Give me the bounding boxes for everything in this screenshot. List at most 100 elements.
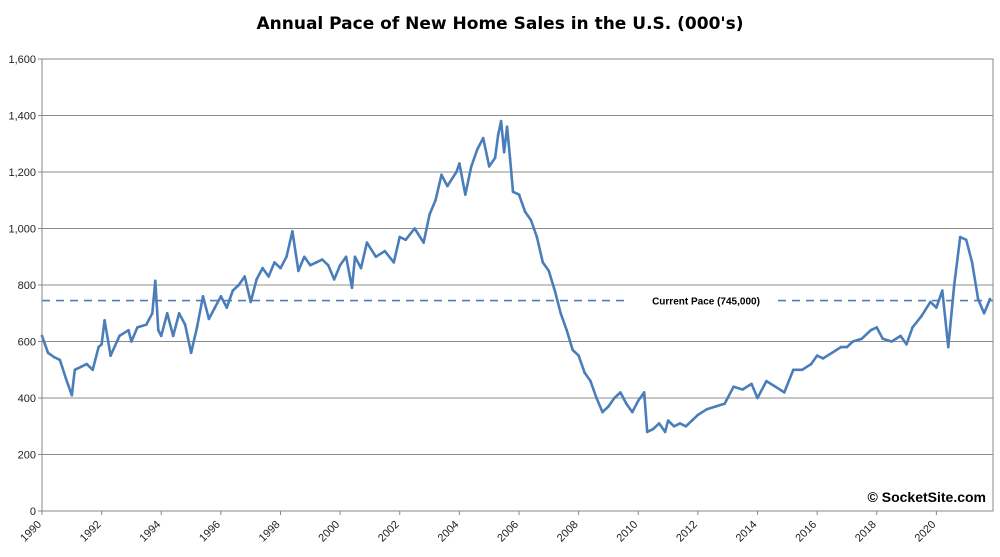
x-tick-label: 2018: [853, 519, 879, 545]
data-point: [723, 402, 726, 405]
data-point: [73, 368, 77, 372]
data-point: [905, 343, 908, 346]
data-point: [118, 334, 121, 338]
data-point: [455, 170, 458, 174]
data-point: [165, 312, 169, 315]
data-point: [535, 235, 539, 239]
data-point: [434, 199, 437, 202]
data-point: [958, 235, 962, 239]
data-point: [705, 408, 709, 411]
data-point: [446, 184, 449, 188]
data-point: [249, 300, 252, 304]
data-point: [651, 427, 655, 431]
data-point: [601, 410, 604, 414]
series-line: [40, 119, 992, 434]
data-point: [941, 289, 944, 292]
x-tick-label: 2010: [615, 519, 641, 545]
data-point: [52, 355, 56, 359]
data-point: [511, 190, 515, 194]
data-point: [127, 328, 130, 332]
data-point: [273, 261, 276, 264]
data-point: [207, 317, 211, 321]
x-tick-label: 1990: [18, 519, 44, 545]
y-tick-label: 1,200: [8, 167, 36, 179]
data-point: [237, 283, 241, 287]
data-point: [100, 343, 103, 346]
y-axis: 0 200 400 600 800 1,000 1,200 1,400 1,600: [8, 54, 42, 518]
data-point: [309, 263, 312, 267]
data-point: [750, 382, 753, 386]
x-tick-label: 2002: [376, 519, 402, 545]
data-point: [714, 405, 717, 408]
data-point: [413, 227, 416, 230]
data-point: [243, 275, 246, 278]
data-point: [982, 312, 986, 315]
y-tick-label: 1,400: [8, 111, 36, 123]
data-point: [645, 430, 649, 434]
data-point: [657, 422, 661, 425]
data-point: [890, 340, 893, 343]
data-point: [619, 391, 622, 394]
x-tick-label: 2006: [495, 519, 521, 545]
data-point: [130, 340, 133, 343]
data-point: [502, 150, 506, 154]
data-point: [231, 289, 235, 292]
data-point: [64, 376, 68, 380]
data-point: [935, 306, 938, 309]
data-point: [815, 354, 819, 357]
data-point: [154, 279, 157, 283]
data-point: [499, 119, 503, 123]
chart-title: Annual Pace of New Home Sales in the U.S…: [256, 14, 744, 34]
data-point: [70, 393, 74, 397]
data-point: [297, 269, 300, 273]
data-point: [225, 306, 229, 309]
x-tick-label: 2004: [436, 519, 462, 545]
data-point: [783, 391, 786, 394]
data-point: [595, 396, 598, 400]
data-point: [326, 263, 330, 267]
series-layer: [40, 119, 992, 434]
data-point: [493, 156, 497, 160]
plot-frame: [41, 58, 994, 512]
data-point: [303, 255, 306, 259]
x-tick-label: 2008: [555, 519, 581, 545]
x-tick-label: 2000: [316, 519, 342, 545]
data-point: [839, 345, 843, 349]
data-point: [219, 295, 223, 298]
data-point: [631, 410, 634, 414]
data-point: [607, 405, 610, 408]
data-point: [383, 249, 387, 253]
current-pace-label: Current Pace (745,000): [652, 297, 760, 308]
data-point: [177, 312, 181, 315]
data-point: [332, 278, 336, 281]
x-tick-label: 1996: [197, 519, 223, 545]
data-point: [285, 255, 288, 259]
data-point: [845, 345, 849, 349]
data-point: [800, 368, 804, 372]
data-point: [565, 328, 568, 332]
data-point: [523, 210, 527, 213]
data-point: [392, 261, 396, 264]
data-point: [529, 218, 533, 222]
data-point: [422, 241, 425, 244]
data-point: [642, 391, 646, 394]
data-point: [756, 396, 759, 400]
data-point: [571, 348, 574, 352]
data-point: [625, 402, 628, 405]
data-point: [559, 312, 562, 315]
data-point: [97, 345, 100, 349]
x-tick-label: 1998: [257, 519, 283, 545]
x-tick-label: 2020: [913, 519, 939, 545]
data-point: [666, 419, 670, 422]
x-tick-label: 2014: [734, 519, 760, 545]
data-point: [374, 255, 378, 259]
data-point: [976, 297, 980, 301]
data-point: [315, 261, 318, 264]
x-tick-label: 1992: [78, 519, 104, 545]
data-point: [851, 340, 855, 343]
data-point: [517, 193, 521, 196]
data-point: [741, 388, 744, 391]
y-tick-label: 1,000: [8, 224, 36, 236]
data-point: [157, 328, 160, 332]
